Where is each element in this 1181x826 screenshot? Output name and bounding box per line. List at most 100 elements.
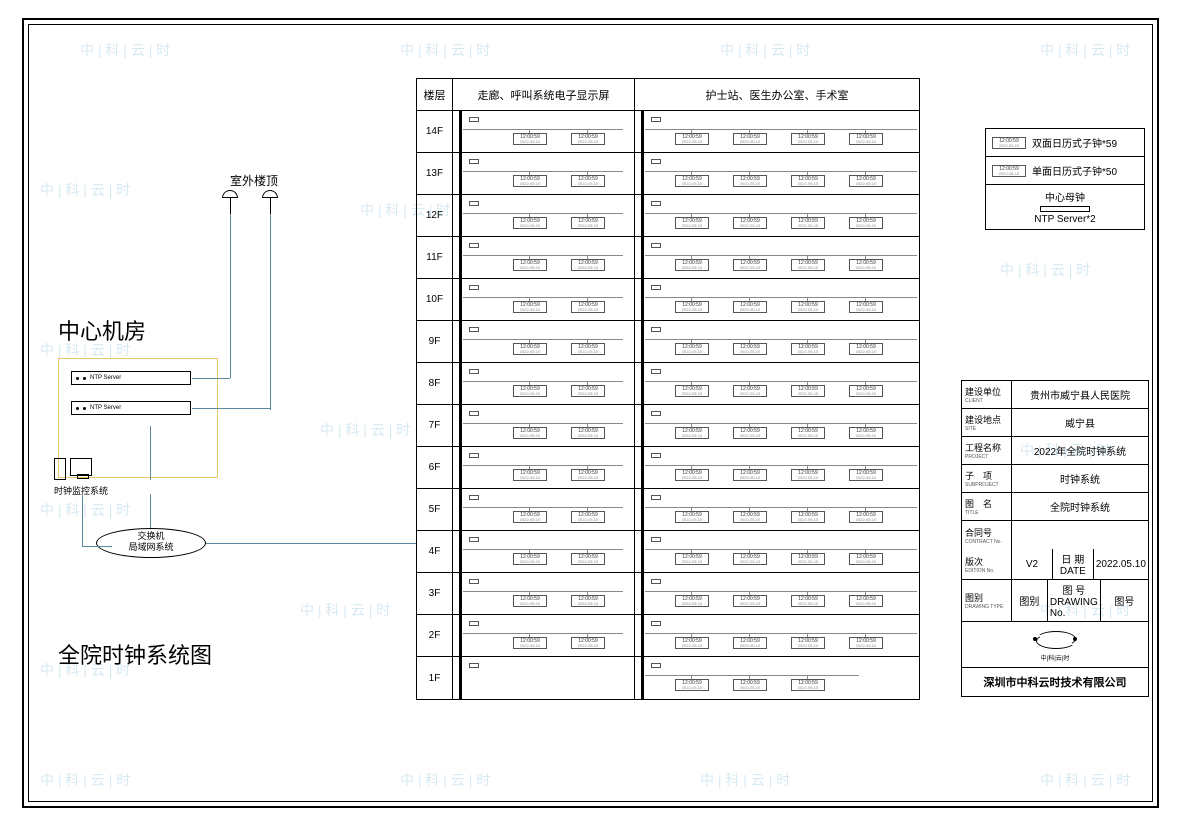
tb-company: 深圳市中科云时技术有限公司 xyxy=(962,668,1148,696)
cell-rooms: 12:00:592022-05-1012:00:592022-05-1012:0… xyxy=(634,615,920,657)
cell-corridor: 12:00:592022-05-1012:00:592022-05-10 xyxy=(452,237,634,279)
legend-text-3a: 中心母钟 xyxy=(1045,189,1085,204)
wire xyxy=(150,494,151,528)
cell-corridor: 12:00:592022-05-1012:00:592022-05-10 xyxy=(452,405,634,447)
clock-device: 12:00:592022-05-10 xyxy=(849,133,883,145)
pc-tower xyxy=(54,458,66,480)
titleblock-row: 建设地点SITE威宁县 xyxy=(962,409,1148,437)
ntp-label: NTP Server xyxy=(90,375,121,381)
tb-dno-label: 图 号DRAWING No. xyxy=(1047,580,1101,621)
floor-label: 6F xyxy=(416,447,452,489)
clock-device: 12:00:592022-05-10 xyxy=(513,385,547,397)
clock-device: 12:00:592022-05-10 xyxy=(849,427,883,439)
tb-drawing-row: 图别DRAWING TYPE 图别 图 号DRAWING No. 图号 xyxy=(962,580,1148,622)
wire xyxy=(192,378,230,379)
clock-device: 12:00:592022-05-10 xyxy=(791,427,825,439)
titleblock-row: 图 名TITLE全院时钟系统 xyxy=(962,493,1148,521)
floor-label: 4F xyxy=(416,531,452,573)
floor-label: 2F xyxy=(416,615,452,657)
tb-version-label: 版次EDITION No. xyxy=(962,549,1012,579)
clock-device: 12:00:592022-05-10 xyxy=(513,343,547,355)
clock-device: 12:00:592022-05-10 xyxy=(675,343,709,355)
cell-corridor: 12:00:592022-05-1012:00:592022-05-10 xyxy=(452,615,634,657)
cell-corridor: 12:00:592022-05-10 12:00:592022-05-10 xyxy=(452,489,634,531)
legend-text-1: 双面日历式子钟*59 xyxy=(1032,135,1117,150)
clock-device: 12:00:592022-05-10 xyxy=(791,133,825,145)
floor-label: 3F xyxy=(416,573,452,615)
cell-rooms: 12:00:592022-05-10 12:00:592022-05-10 12:0… xyxy=(634,111,920,153)
cell-rooms: 12:00:592022-05-1012:00:592022-05-1012:0… xyxy=(634,237,920,279)
cell-corridor: 12:00:592022-05-1012:00:592022-05-10 xyxy=(452,573,634,615)
clock-device: 12:00:592022-05-10 xyxy=(675,175,709,187)
tb-value: 贵州市威宁县人民医院 xyxy=(1012,381,1148,408)
clock-device: 12:00:592022-05-10 xyxy=(571,511,605,523)
clock-device: 12:00:592022-05-10 xyxy=(513,637,547,649)
clock-device: 12:00:592022-05-10 xyxy=(849,259,883,271)
switch-line2: 局域网系统 xyxy=(97,542,205,553)
floor-row: 9F 12:00:592022-05-10 12:00:592022-05-10 12… xyxy=(416,321,920,363)
clock-device: 12:00:592022-05-10 xyxy=(675,637,709,649)
clock-device: 12:00:592022-05-10 xyxy=(675,301,709,313)
clock-device: 12:00:592022-05-10 xyxy=(849,553,883,565)
tb-logo: 中|科|云|时 xyxy=(962,622,1148,668)
clock-device: 12:00:592022-05-10 xyxy=(791,343,825,355)
clock-device: 12:00:592022-05-10 xyxy=(513,217,547,229)
clock-device: 12:00:592022-05-10 xyxy=(513,301,547,313)
tb-version-row: 版次EDITION No. V2 日 期DATE 2022.05.10 xyxy=(962,549,1148,580)
clock-icon: 12:00:592022-05-10 xyxy=(992,165,1026,177)
cell-rooms: 12:00:592022-05-1012:00:592022-05-1012:0… xyxy=(634,489,920,531)
clock-device: 12:00:592022-05-10 xyxy=(849,301,883,313)
floor-label: 10F xyxy=(416,279,452,321)
clock-device: 12:00:592022-05-10 xyxy=(513,511,547,523)
clock-device: 12:00:592022-05-10 xyxy=(675,595,709,607)
tb-dtype: 图别 xyxy=(1012,591,1047,610)
header-col-b: 护士站、医生办公室、手术室 xyxy=(634,79,920,111)
clock-device: 12:00:592022-05-10 xyxy=(733,301,767,313)
clock-device: 12:00:592022-05-10 xyxy=(733,637,767,649)
diagram-title: 全院时钟系统图 xyxy=(58,638,212,670)
cell-corridor: 12:00:592022-05-1012:00:592022-05-10 xyxy=(452,111,634,153)
floor-row: 5F12:00:592022-05-1012:00:592022-05-1012… xyxy=(416,489,920,531)
header-floor: 楼层 xyxy=(416,79,452,111)
monitor-label: 时钟监控系统 xyxy=(54,484,108,497)
clock-device: 12:00:592022-05-10 xyxy=(791,679,825,691)
clock-device: 12:00:592022-05-10 xyxy=(675,385,709,397)
floor-row: 14F12:00:592022-05-1012:00:592022-05-101… xyxy=(416,111,920,153)
floor-row: 6F12:00:592022-05-1012:00:592022-05-1012… xyxy=(416,447,920,489)
clock-device: 12:00:592022-05-10 xyxy=(791,469,825,481)
ntp-server-2: NTP Server xyxy=(71,401,191,415)
cell-rooms: 12:00:592022-05-1012:00:592022-05-1012:0… xyxy=(634,573,920,615)
center-room-label: 中心机房 xyxy=(58,314,146,346)
titleblock-row: 建设单位CLIENT贵州市威宁县人民医院 xyxy=(962,381,1148,409)
clock-device: 12:00:592022-05-10 xyxy=(513,595,547,607)
clock-device: 12:00:592022-05-10 xyxy=(849,343,883,355)
floor-row: 4F12:00:592022-05-1012:00:592022-05-1012… xyxy=(416,531,920,573)
tb-label: 建设单位CLIENT xyxy=(962,381,1012,408)
clock-device: 12:00:592022-05-10 xyxy=(571,259,605,271)
clock-device: 12:00:592022-05-10 xyxy=(571,133,605,145)
floor-label: 5F xyxy=(416,489,452,531)
legend-text-3b: NTP Server*2 xyxy=(1034,214,1096,225)
switch-ellipse: 交换机 局域网系统 xyxy=(96,528,206,558)
legend-row-2: 12:00:592022-05-10 单面日历式子钟*50 xyxy=(986,157,1144,185)
legend: 12:00:592022-05-10 双面日历式子钟*59 12:00:5920… xyxy=(985,128,1145,230)
title-block: 建设单位CLIENT贵州市威宁县人民医院建设地点SITE威宁县工程名称PROJE… xyxy=(961,380,1149,697)
tb-label: 子 项SUBPROJECT xyxy=(962,465,1012,492)
clock-device: 12:00:592022-05-10 xyxy=(733,427,767,439)
clock-device: 12:00:592022-05-10 xyxy=(849,385,883,397)
wire xyxy=(82,494,83,546)
cell-rooms: 12:00:592022-05-1012:00:592022-05-1012:0… xyxy=(634,195,920,237)
floor-label: 12F xyxy=(416,195,452,237)
titleblock-row: 合同号CONTRACT No. xyxy=(962,521,1148,549)
clock-device: 12:00:592022-05-10 xyxy=(733,217,767,229)
floor-label: 9F xyxy=(416,321,452,363)
floor-grid: 楼层 走廊、呼叫系统电子显示屏 护士站、医生办公室、手术室 14F12:00:5… xyxy=(416,78,920,700)
server-mini-icon xyxy=(1040,206,1090,212)
floor-row: 8F12:00:592022-05-1012:00:592022-05-1012… xyxy=(416,363,920,405)
clock-device: 12:00:592022-05-10 xyxy=(791,301,825,313)
floor-row: 11F12:00:592022-05-1012:00:592022-05-101… xyxy=(416,237,920,279)
clock-device: 12:00:592022-05-10 xyxy=(675,133,709,145)
cell-rooms: 12:00:592022-05-10 12:00:592022-05-10 12:0… xyxy=(634,405,920,447)
wire xyxy=(206,543,416,544)
clock-device: 12:00:592022-05-10 xyxy=(571,553,605,565)
